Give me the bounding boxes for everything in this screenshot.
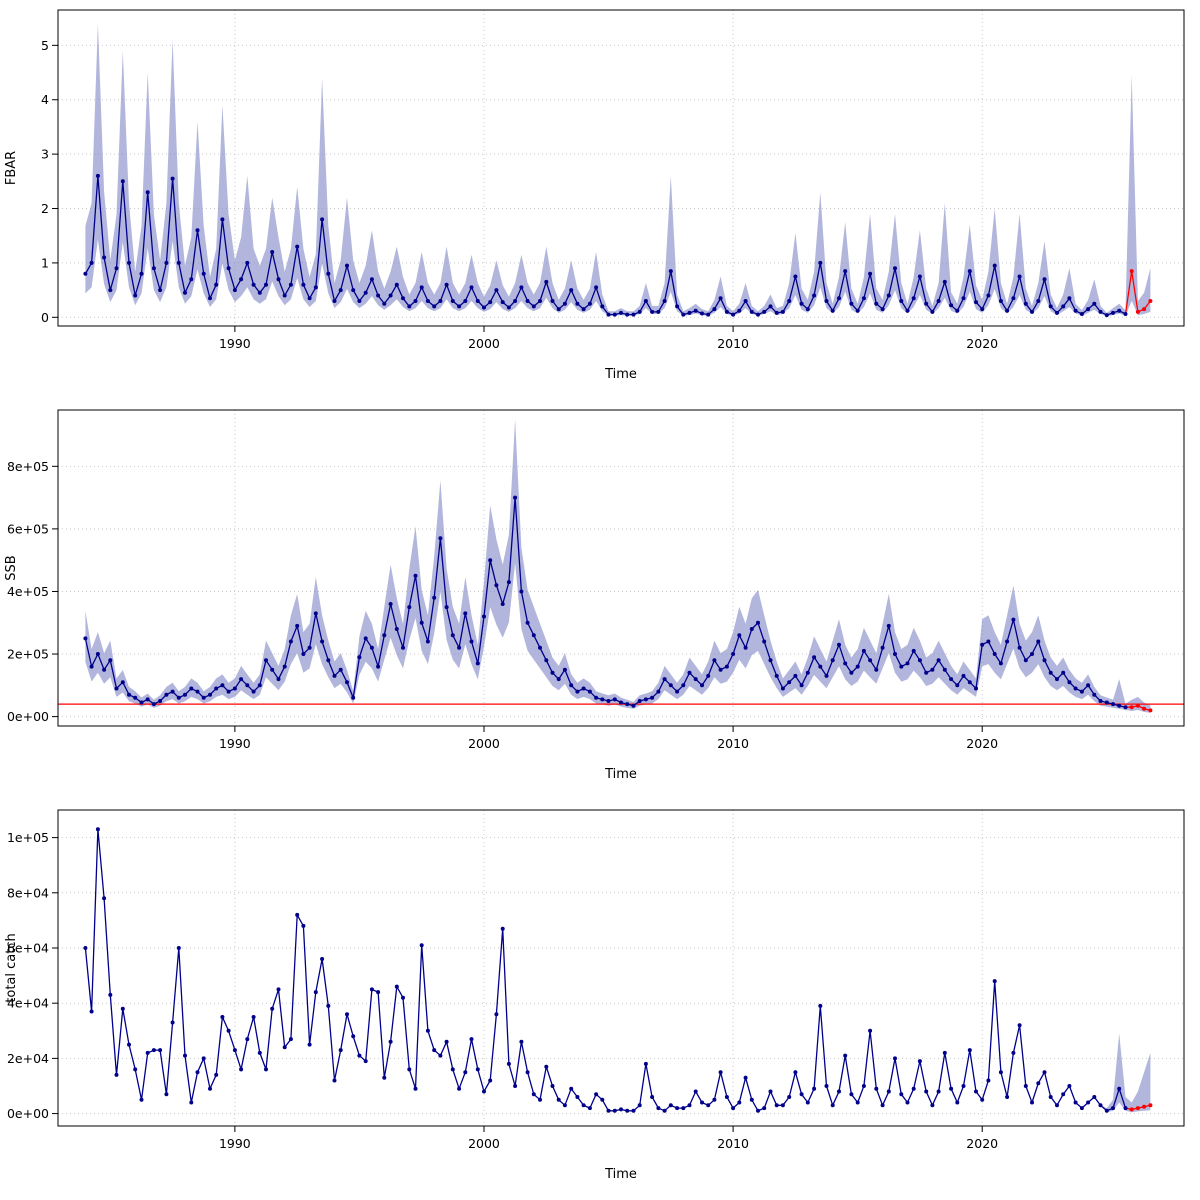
svg-text:2020: 2020 — [966, 1136, 998, 1151]
total-catch-panel: 1990 2000 2010 2020 0e+00 2e+04 4e+04 6e+04 8e+0… — [0, 800, 1200, 1200]
svg-text:2000: 2000 — [468, 736, 500, 751]
svg-text:8e+04: 8e+04 — [7, 885, 49, 900]
svg-text:4: 4 — [41, 92, 49, 107]
svg-text:0: 0 — [41, 310, 49, 325]
total-catch-chart: 1990 2000 2010 2020 0e+00 2e+04 4e+04 6e+04 8e+0… — [4, 809, 1185, 1182]
svg-text:2e+05: 2e+05 — [7, 647, 49, 662]
svg-text:0e+00: 0e+00 — [7, 1106, 49, 1121]
svg-text:Time: Time — [604, 367, 637, 382]
svg-text:6e+05: 6e+05 — [7, 521, 49, 536]
svg-text:2: 2 — [41, 201, 49, 216]
svg-text:0e+00: 0e+00 — [7, 709, 49, 724]
svg-text:total catch: total catch — [4, 933, 19, 1002]
svg-text:6e+04: 6e+04 — [7, 940, 49, 955]
fbar-panel: 1990 2000 2010 2020 0 1 2 3 4 5 Time FBAR — [0, 0, 1200, 400]
svg-text:Time: Time — [604, 1167, 637, 1182]
svg-text:2010: 2010 — [717, 336, 749, 351]
svg-text:4e+04: 4e+04 — [7, 996, 49, 1011]
svg-text:SSB: SSB — [4, 555, 19, 580]
fbar-chart: 1990 2000 2010 2020 0 1 2 3 4 5 Time FBAR — [4, 9, 1185, 382]
ssb-panel: 1990 2000 2010 2020 0e+00 2e+05 4e+05 6e+05 8e+0… — [0, 400, 1200, 800]
svg-text:2020: 2020 — [966, 736, 998, 751]
svg-text:1: 1 — [41, 255, 49, 270]
svg-text:2000: 2000 — [468, 336, 500, 351]
svg-text:2020: 2020 — [966, 336, 998, 351]
svg-text:2010: 2010 — [717, 736, 749, 751]
svg-text:1990: 1990 — [219, 1136, 251, 1151]
svg-text:1e+05: 1e+05 — [7, 830, 49, 845]
svg-text:1990: 1990 — [219, 736, 251, 751]
svg-text:2e+04: 2e+04 — [7, 1051, 49, 1066]
svg-text:2000: 2000 — [468, 1136, 500, 1151]
svg-text:1990: 1990 — [219, 336, 251, 351]
svg-text:3: 3 — [41, 147, 49, 162]
svg-text:4e+05: 4e+05 — [7, 584, 49, 599]
svg-text:5: 5 — [41, 38, 49, 53]
svg-text:8e+05: 8e+05 — [7, 459, 49, 474]
svg-text:2010: 2010 — [717, 1136, 749, 1151]
ssb-chart: 1990 2000 2010 2020 0e+00 2e+05 4e+05 6e+05 8e+0… — [4, 409, 1185, 782]
svg-text:Time: Time — [604, 767, 637, 782]
svg-text:FBAR: FBAR — [4, 151, 19, 185]
